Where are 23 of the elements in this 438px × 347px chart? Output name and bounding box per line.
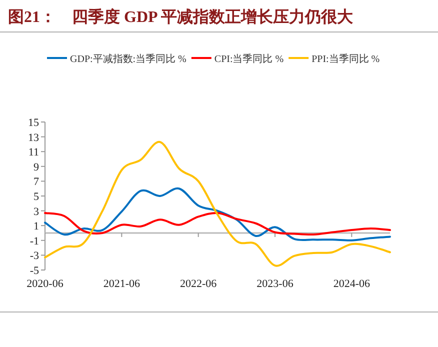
line-series — [44, 212, 391, 236]
x-tick-label: 2023-06 — [256, 278, 294, 290]
x-tick-label: 2024-06 — [333, 278, 370, 290]
legend-label: PPI:当季同比 % — [312, 53, 380, 65]
y-tick-label: 9 — [34, 161, 40, 174]
chart-title: 图21： 四季度 GDP 平减指数正增长压力仍很大 — [8, 7, 354, 26]
y-tick-label: 1 — [34, 220, 39, 233]
x-tick-label: 2020-06 — [26, 278, 64, 290]
x-tick-label: 2021-06 — [103, 278, 140, 290]
y-tick-label: 7 — [34, 176, 40, 188]
line-series — [44, 187, 391, 242]
legend-label: GDP:平减指数:当季同比 % — [70, 53, 186, 65]
y-tick-label: 15 — [28, 117, 40, 129]
y-tick-label: 5 — [34, 191, 40, 203]
y-tick-label: -1 — [30, 235, 39, 248]
legend-label: CPI:当季同比 % — [214, 53, 284, 65]
y-tick-label: -3 — [30, 250, 40, 262]
line-series — [44, 140, 391, 267]
x-tick-label: 2022-06 — [180, 278, 218, 290]
y-tick-label: 13 — [28, 132, 40, 144]
y-tick-label: -5 — [30, 265, 40, 277]
y-tick-label: 11 — [28, 146, 39, 159]
y-tick-label: 3 — [34, 206, 40, 218]
